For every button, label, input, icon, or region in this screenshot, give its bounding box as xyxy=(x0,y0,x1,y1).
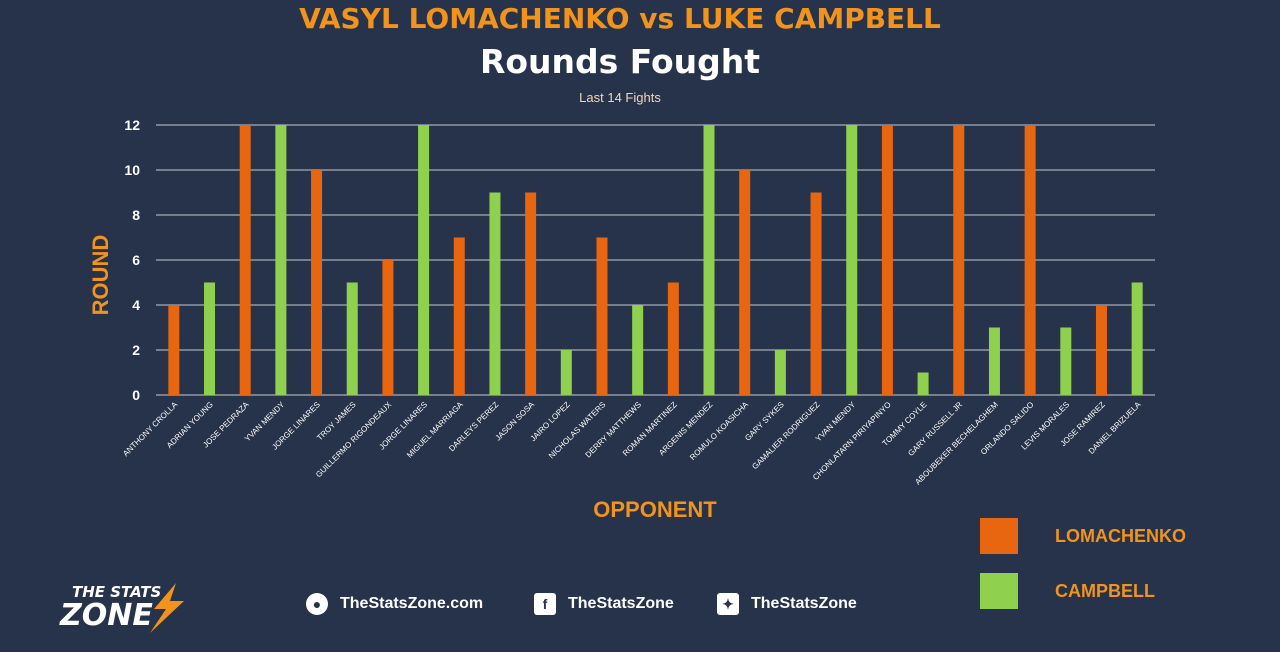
logo-bottom-text: ZONE xyxy=(59,598,153,633)
bar xyxy=(382,260,394,395)
globe-icon: ● xyxy=(306,593,328,615)
bar xyxy=(525,192,537,395)
bar xyxy=(168,305,180,395)
bar xyxy=(703,125,715,395)
bar xyxy=(774,350,786,395)
logo-top-text: THE STATS xyxy=(72,583,161,601)
bar xyxy=(418,125,430,395)
y-tick-label: 2 xyxy=(132,342,140,358)
legend-swatch-lomachenko xyxy=(980,518,1018,554)
bar xyxy=(204,282,216,395)
bar xyxy=(1024,125,1036,395)
bar xyxy=(632,305,644,395)
y-tick-label: 12 xyxy=(124,117,140,133)
bar xyxy=(346,282,358,395)
bar xyxy=(667,282,679,395)
legend-item-lomachenko: LOMACHENKO xyxy=(980,518,1186,554)
y-axis-title: ROUND xyxy=(88,234,113,316)
chart-subtitle: Rounds Fought xyxy=(479,42,761,81)
bar xyxy=(596,237,608,395)
bar xyxy=(1060,327,1072,395)
bar xyxy=(988,327,1000,395)
bar xyxy=(917,372,929,395)
legend-label-lomachenko: LOMACHENKO xyxy=(1055,525,1186,546)
x-tick-label: ROMULO KOASICHA xyxy=(688,400,750,462)
twitter-icon: ✦ xyxy=(717,593,739,615)
bar xyxy=(560,350,572,395)
bar xyxy=(739,170,751,395)
bar xyxy=(275,125,287,395)
bar xyxy=(953,125,965,395)
bar xyxy=(881,125,893,395)
y-tick-label: 10 xyxy=(124,162,140,178)
stats-zone-logo: THE STATS ZONE xyxy=(59,583,184,633)
x-tick-label: GAMALIER RODRIGUEZ xyxy=(750,400,821,471)
chart-note: Last 14 Fights xyxy=(579,90,661,105)
legend-swatch-campbell xyxy=(980,573,1018,609)
bar xyxy=(453,237,465,395)
footer: THE STATS ZONE ● TheStatsZone.com f TheS… xyxy=(0,575,960,635)
facebook-text: TheStatsZone xyxy=(568,595,674,612)
y-tick-label: 8 xyxy=(132,207,140,223)
twitter-text: TheStatsZone xyxy=(751,595,857,612)
facebook-link[interactable]: f TheStatsZone xyxy=(534,593,674,615)
logo-bolt-icon xyxy=(150,583,184,633)
legend-label-campbell: CAMPBELL xyxy=(1055,580,1155,601)
bar xyxy=(239,125,251,395)
bar xyxy=(311,170,323,395)
y-tick-label: 0 xyxy=(132,387,140,403)
website-link[interactable]: ● TheStatsZone.com xyxy=(306,593,483,615)
bar xyxy=(1095,305,1107,395)
bar xyxy=(1131,282,1143,395)
twitter-link[interactable]: ✦ TheStatsZone xyxy=(717,593,857,615)
y-tick-label: 4 xyxy=(132,297,140,313)
bar xyxy=(489,192,501,395)
y-tick-label: 6 xyxy=(132,252,140,268)
bar xyxy=(810,192,822,395)
facebook-icon: f xyxy=(534,593,556,615)
website-text: TheStatsZone.com xyxy=(340,595,484,612)
legend-item-campbell: CAMPBELL xyxy=(980,573,1155,609)
x-axis-title: OPPONENT xyxy=(593,497,717,522)
chart-title: VASYL LOMACHENKO vs LUKE CAMPBELL xyxy=(299,2,941,35)
bar xyxy=(846,125,858,395)
x-tick-label: GUILLERMO RIGONDEAUX xyxy=(314,400,394,480)
